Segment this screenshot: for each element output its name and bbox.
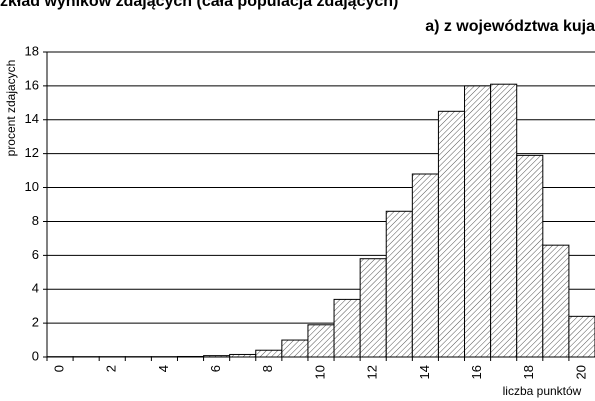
y-tick-label: 4 [32, 281, 39, 296]
x-tick-label: 14 [417, 365, 432, 379]
bar [203, 355, 231, 358]
y-tick-label: 18 [25, 43, 39, 58]
bar [359, 258, 387, 358]
bar [516, 154, 544, 358]
x-tick-label: 8 [260, 365, 275, 372]
y-tick-label: 0 [32, 348, 39, 363]
x-tick-label: 20 [573, 365, 588, 379]
x-tick-label: 4 [156, 365, 171, 372]
bar [307, 324, 335, 358]
x-tick-label: 18 [521, 365, 536, 379]
y-tick-label: 14 [25, 111, 39, 126]
bar [490, 83, 518, 358]
bar [542, 244, 570, 358]
y-tick-label: 16 [25, 77, 39, 92]
bar [568, 315, 595, 358]
x-tick-label: 0 [51, 365, 66, 372]
bar [229, 353, 257, 358]
y-tick-label: 2 [32, 315, 39, 330]
bar [255, 349, 283, 358]
x-axis-label: liczba punktów [503, 384, 582, 398]
chart-subtitle: a) z województwa kuja [425, 18, 595, 35]
y-tick-label: 8 [32, 213, 39, 228]
bar [464, 85, 492, 358]
x-tick-label: 6 [208, 365, 223, 372]
bar [176, 355, 205, 358]
x-tick-label: 16 [469, 365, 484, 379]
bar [411, 173, 439, 358]
x-tick-label: 10 [312, 365, 327, 379]
x-tick-label: 2 [104, 365, 119, 372]
x-tick-label: 12 [365, 365, 380, 379]
bar [437, 110, 466, 358]
y-axis-label: procent zdajacych [4, 60, 18, 157]
chart-title: zkład wyników zdających (cała populacja … [0, 0, 398, 10]
bar [281, 339, 309, 358]
bar [333, 298, 361, 358]
y-tick-label: 6 [32, 247, 39, 262]
bar [385, 210, 413, 358]
y-tick-label: 10 [25, 179, 39, 194]
y-tick-label: 12 [25, 145, 39, 160]
